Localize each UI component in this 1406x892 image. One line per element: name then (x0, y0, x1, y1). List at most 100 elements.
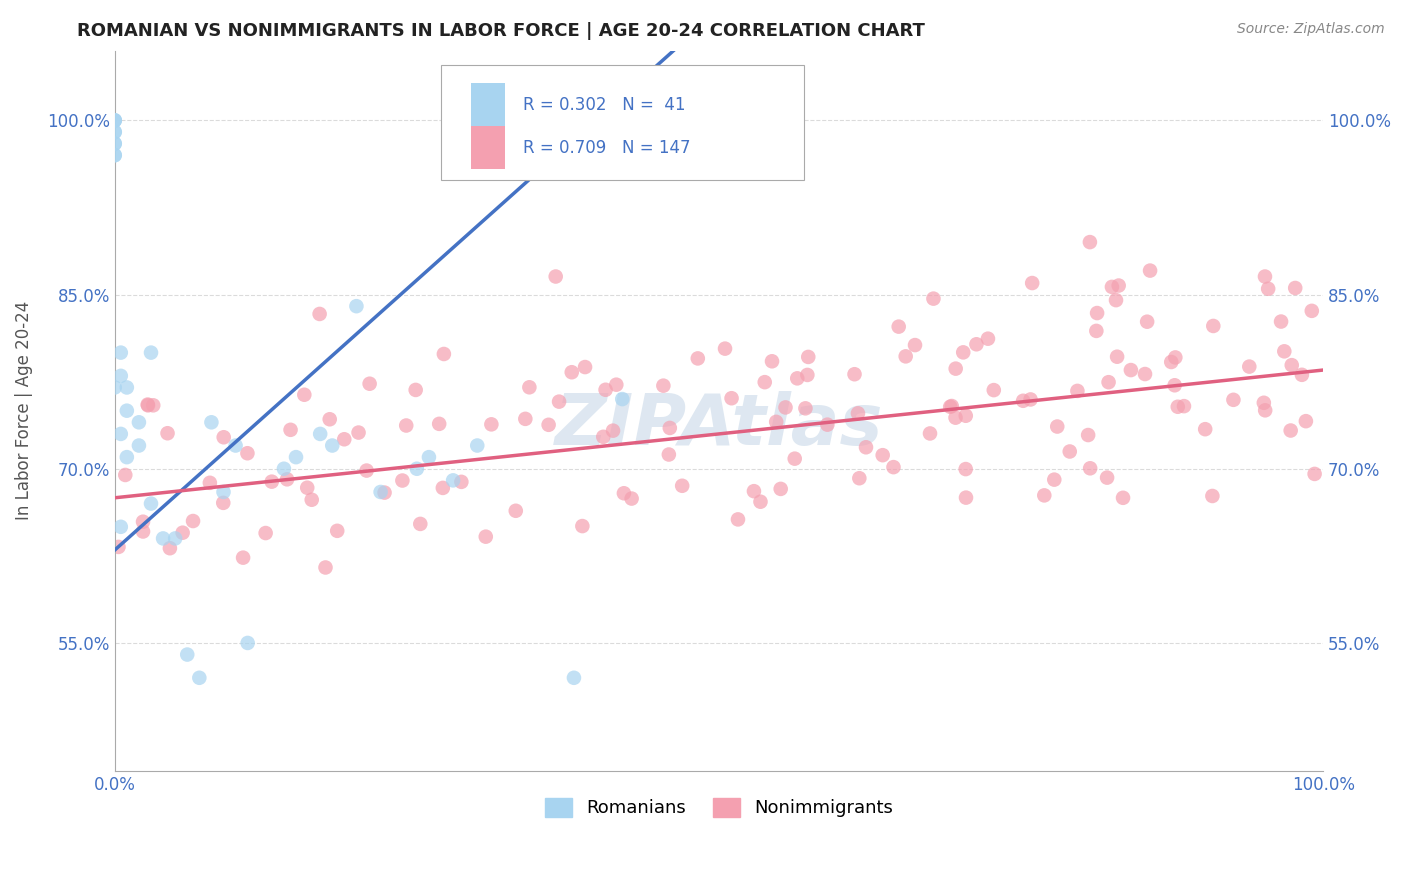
Point (326, 524, 349, 538)
Point (474, 530, 496, 544)
Point (714, 342, 737, 356)
Point (955, 409, 977, 423)
Point (188, 671, 211, 685)
Point (742, 484, 765, 499)
Point (652, 378, 675, 392)
Point (110, 426, 132, 441)
Point (602, 424, 624, 438)
Point (132, 515, 155, 529)
Point (254, 526, 277, 541)
Point (432, 481, 454, 495)
Point (1119, 363, 1142, 377)
Point (107, 540, 129, 554)
Point (945, 410, 967, 425)
Point (176, 648, 198, 662)
Point (159, 541, 181, 556)
Point (761, 354, 783, 368)
Point (1077, 428, 1099, 442)
Point (1108, 278, 1130, 293)
Point (904, 338, 927, 352)
Point (198, 475, 221, 490)
Point (1284, 281, 1306, 295)
Point (309, 426, 332, 441)
Point (450, 475, 472, 489)
Point (922, 292, 945, 306)
Text: R = 0.709   N = 147: R = 0.709 N = 147 (523, 139, 690, 157)
Point (104, 125, 127, 139)
Point (983, 383, 1005, 397)
Point (292, 388, 315, 402)
Point (370, 485, 392, 500)
FancyBboxPatch shape (441, 65, 804, 180)
Point (658, 448, 681, 462)
Point (686, 351, 709, 366)
Point (418, 450, 440, 464)
Point (1201, 489, 1223, 503)
Point (815, 417, 838, 432)
Point (727, 512, 749, 526)
Point (142, 398, 165, 412)
Point (882, 460, 904, 475)
Point (346, 299, 368, 313)
Point (1164, 351, 1187, 365)
Point (1085, 324, 1108, 338)
Point (132, 524, 155, 539)
Point (181, 514, 204, 528)
Point (104, 148, 127, 162)
Point (225, 438, 247, 452)
Point (405, 462, 427, 476)
Point (1257, 282, 1279, 296)
Point (301, 492, 323, 507)
Point (114, 467, 136, 482)
Point (1059, 444, 1081, 458)
Point (315, 560, 337, 574)
Point (321, 438, 343, 452)
Point (285, 450, 308, 464)
Point (595, 383, 617, 397)
Point (1112, 491, 1135, 505)
Point (104, 113, 127, 128)
Point (156, 426, 179, 441)
Point (1163, 378, 1185, 392)
Point (115, 450, 138, 464)
Point (409, 516, 432, 531)
Point (110, 520, 132, 534)
Point (128, 415, 150, 429)
Point (110, 368, 132, 383)
Point (620, 491, 643, 506)
Point (574, 359, 596, 374)
Point (1105, 293, 1128, 307)
Point (136, 398, 159, 412)
Point (561, 365, 583, 379)
Point (769, 482, 792, 496)
Point (172, 525, 194, 540)
Point (479, 417, 502, 432)
Point (308, 307, 330, 321)
Point (1021, 276, 1043, 290)
Point (894, 350, 917, 364)
Point (165, 532, 187, 546)
Point (592, 430, 614, 444)
Point (955, 491, 977, 505)
Point (260, 475, 283, 489)
Point (977, 332, 1000, 346)
Point (212, 496, 235, 510)
Point (319, 412, 342, 426)
Point (200, 415, 222, 429)
Point (941, 399, 963, 413)
FancyBboxPatch shape (471, 127, 505, 169)
Point (1012, 393, 1035, 408)
Point (1095, 470, 1118, 484)
Point (786, 371, 808, 385)
Point (374, 485, 396, 500)
Point (765, 415, 787, 429)
Point (427, 417, 450, 431)
Point (139, 497, 162, 511)
Point (212, 430, 235, 444)
Point (537, 417, 560, 432)
Point (115, 403, 138, 417)
Point (848, 471, 870, 485)
Point (1078, 235, 1101, 249)
Legend: Romanians, Nonimmigrants: Romanians, Nonimmigrants (536, 789, 903, 827)
Point (1160, 355, 1182, 369)
